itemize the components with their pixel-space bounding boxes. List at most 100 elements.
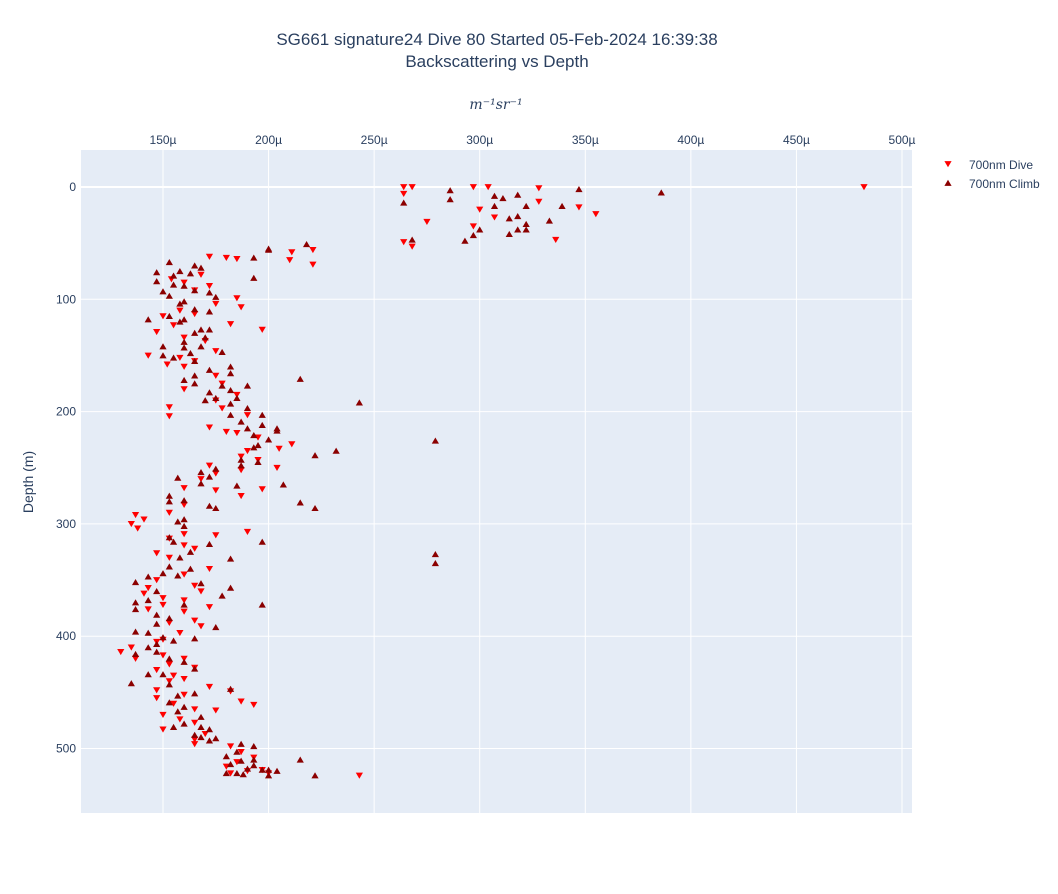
climb-point xyxy=(514,226,522,233)
climb-point xyxy=(446,187,454,194)
dive-point xyxy=(309,261,317,268)
x-tick-label: 350µ xyxy=(572,133,599,147)
climb-point xyxy=(226,363,235,370)
climb-point xyxy=(254,458,262,466)
climb-point xyxy=(169,272,178,279)
climb-point xyxy=(239,771,247,778)
dive-point xyxy=(243,412,252,419)
climb-point xyxy=(575,186,583,193)
climb-point xyxy=(165,614,173,622)
dive-point xyxy=(286,257,294,264)
dive-point xyxy=(191,719,199,726)
dive-point xyxy=(535,198,543,205)
climb-point xyxy=(514,212,522,220)
climb-point xyxy=(144,644,152,651)
dive-point xyxy=(169,700,178,707)
climb-point xyxy=(296,499,304,506)
dive-point xyxy=(117,649,125,656)
climb-point xyxy=(408,236,416,243)
dive-point xyxy=(153,695,161,702)
climb-point xyxy=(180,601,188,608)
dive-point xyxy=(212,532,220,539)
climb-point xyxy=(191,372,199,379)
climb-point xyxy=(191,690,199,697)
climb-point xyxy=(400,199,408,206)
climb-point xyxy=(127,680,135,687)
legend-item-climb[interactable]: 700nm Climb xyxy=(944,177,1040,191)
dive-point xyxy=(127,521,135,528)
dive-point xyxy=(140,590,148,597)
climb-point xyxy=(212,735,220,742)
dive-point xyxy=(222,254,230,261)
x-tick-label: 250µ xyxy=(361,133,388,147)
climb-point xyxy=(233,769,241,777)
climb-point xyxy=(201,397,209,404)
climb-point xyxy=(469,232,477,239)
climb-point xyxy=(311,772,319,779)
dive-point xyxy=(180,597,188,604)
climb-point xyxy=(205,726,214,733)
dive-point xyxy=(153,550,161,557)
climb-point xyxy=(522,220,530,227)
dive-point xyxy=(191,617,199,624)
climb-point xyxy=(237,456,245,463)
dive-point xyxy=(552,236,560,244)
climb-point xyxy=(159,352,167,359)
climb-point xyxy=(233,394,241,402)
dive-point xyxy=(159,711,167,719)
climb-point xyxy=(153,648,161,655)
climb-point xyxy=(131,650,140,658)
dive-point xyxy=(408,184,416,191)
climb-point xyxy=(522,226,530,233)
dive-point xyxy=(212,470,220,477)
climb-point xyxy=(311,504,319,512)
climb-point xyxy=(222,753,230,760)
climb-point xyxy=(558,202,566,209)
dive-point xyxy=(180,675,188,683)
dive-point xyxy=(490,214,499,221)
climb-point xyxy=(226,370,235,377)
climb-point xyxy=(250,444,258,451)
climb-point xyxy=(258,601,266,608)
climb-point xyxy=(197,580,205,587)
legend-item-dive[interactable]: 700nm Dive xyxy=(944,158,1033,172)
climb-point xyxy=(212,394,220,402)
dive-point xyxy=(237,492,245,500)
climb-point xyxy=(250,274,258,281)
dive-point xyxy=(134,525,142,532)
climb-point xyxy=(226,685,235,692)
climb-point xyxy=(205,389,214,396)
climb-point xyxy=(205,366,214,373)
dive-point xyxy=(250,701,258,708)
dive-point xyxy=(237,304,245,311)
climb-point xyxy=(159,288,167,295)
climb-point xyxy=(218,382,226,389)
climb-point xyxy=(159,343,167,350)
climb-point xyxy=(197,469,205,476)
dive-point xyxy=(205,282,214,290)
climb-point xyxy=(191,635,199,642)
climb-point xyxy=(165,292,173,299)
climb-point xyxy=(144,316,152,323)
dive-point xyxy=(165,661,173,668)
climb-point xyxy=(250,743,258,750)
dive-point xyxy=(237,467,245,474)
dive-point xyxy=(176,307,184,314)
climb-point xyxy=(197,326,205,333)
chart-subtitle: Backscattering vs Depth xyxy=(405,52,589,71)
climb-point xyxy=(169,354,178,361)
dive-point xyxy=(205,424,214,431)
dive-point xyxy=(176,716,184,723)
climb-point xyxy=(169,538,178,545)
climb-point xyxy=(461,237,469,244)
climb-point xyxy=(174,572,182,579)
dive-point xyxy=(165,619,173,626)
climb-point xyxy=(191,665,199,672)
legend-label: 700nm Climb xyxy=(969,177,1040,191)
climb-point xyxy=(205,540,214,547)
x-axis-label: m⁻¹sr⁻¹ xyxy=(469,97,523,113)
dive-point xyxy=(233,255,241,263)
dive-point xyxy=(153,687,161,694)
chart-title: SG661 signature24 Dive 80 Started 05-Feb… xyxy=(276,30,718,49)
